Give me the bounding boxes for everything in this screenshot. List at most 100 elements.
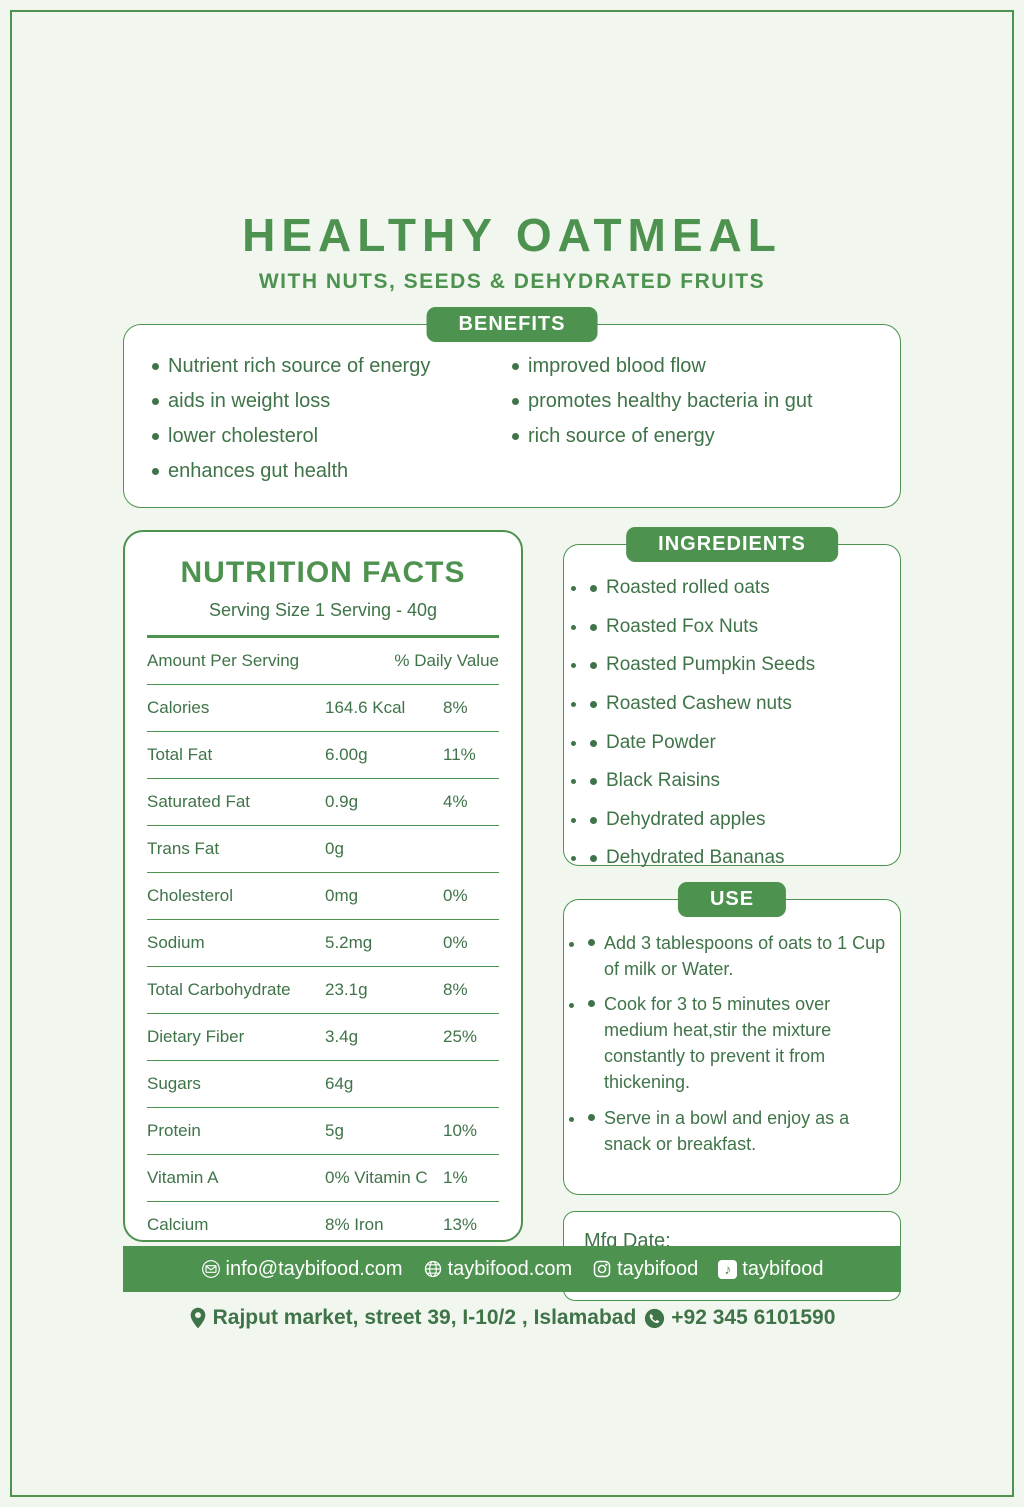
nutrient-label: Sodium bbox=[147, 933, 205, 952]
nutrient-amount: 5g bbox=[325, 1121, 344, 1140]
nutrient-daily-value: 8% bbox=[443, 698, 468, 717]
nutrition-row: Calories 164.6 Kcal 8% bbox=[147, 685, 499, 732]
nutrient-label: Calories bbox=[147, 698, 210, 717]
nutrient-amount: 0.9g bbox=[325, 792, 359, 811]
nutrition-row: Sodium 5.2mg 0% bbox=[147, 920, 499, 967]
main-columns: NUTRITION FACTS Serving Size 1 Serving -… bbox=[123, 527, 901, 1301]
nutrition-row: Trans Fat 0g bbox=[147, 826, 499, 873]
amount-per-serving-header: Amount Per Serving bbox=[147, 651, 300, 670]
use-section: USE Add 3 tablespoons of oats to 1 Cup o… bbox=[563, 882, 901, 1195]
nutrition-row: Total Carbohydrate 23.1g 8% bbox=[147, 967, 499, 1014]
nutrient-label: Total Fat bbox=[147, 745, 213, 764]
nutrient-amount: 0mg bbox=[325, 886, 359, 905]
instagram-icon bbox=[592, 1259, 612, 1279]
email-icon bbox=[201, 1259, 221, 1279]
address-text: Rajput market, street 39, I-10/2 , Islam… bbox=[212, 1306, 637, 1329]
nutrient-label: Sugars bbox=[147, 1074, 201, 1093]
nutrient-daily-value: 10% bbox=[443, 1121, 478, 1140]
tiktok-text: taybifood bbox=[742, 1257, 824, 1280]
nutrition-row: Vitamin A 0% Vitamin C 1% bbox=[147, 1155, 499, 1202]
benefit-item: aids in weight loss bbox=[150, 388, 510, 415]
nutrition-row: Protein 5g 10% bbox=[147, 1108, 499, 1155]
nutrient-amount: 0% Vitamin C bbox=[325, 1168, 428, 1187]
address-segment: Rajput market, street 39, I-10/2 , Islam… bbox=[189, 1306, 637, 1330]
ingredient-item: Roasted Cashew nuts bbox=[588, 691, 884, 717]
nutrient-daily-value: 4% bbox=[443, 792, 468, 811]
nutrient-amount: 23.1g bbox=[325, 980, 368, 999]
ingredient-item: Dehydrated apples bbox=[588, 807, 884, 833]
nutrient-amount: 3.4g bbox=[325, 1027, 359, 1046]
nutrient-amount: 164.6 Kcal bbox=[325, 698, 406, 717]
benefit-item: Nutrient rich source of energy bbox=[150, 353, 510, 380]
address-line: Rajput market, street 39, I-10/2 , Islam… bbox=[0, 1306, 1024, 1330]
benefits-header: BENEFITS bbox=[426, 307, 598, 342]
nutrient-daily-value: 13% bbox=[443, 1215, 478, 1234]
nutrient-amount: 64g bbox=[325, 1074, 354, 1093]
benefit-item: improved blood flow bbox=[510, 353, 882, 380]
nutrition-row: Cholesterol 0mg 0% bbox=[147, 873, 499, 920]
nutrition-row: Calcium 8% Iron 13% bbox=[147, 1202, 499, 1249]
ingredient-item: Roasted Pumpkin Seeds bbox=[588, 652, 884, 678]
use-step: Add 3 tablespoons of oats to 1 Cup of mi… bbox=[586, 930, 886, 982]
benefits-section: BENEFITS Nutrient rich source of energy a… bbox=[123, 307, 901, 508]
serving-size: Serving Size 1 Serving - 40g bbox=[208, 600, 438, 620]
label-page: HEALTHY OATMEAL WITH NUTS, SEEDS & DEHYD… bbox=[0, 0, 1024, 1301]
website-text: taybifood.com bbox=[447, 1257, 573, 1280]
nutrition-facts-panel: NUTRITION FACTS Serving Size 1 Serving -… bbox=[123, 530, 523, 1249]
ingredients-list: Roasted rolled oats Roasted Fox Nuts Roast… bbox=[588, 575, 884, 871]
use-header: USE bbox=[677, 882, 787, 917]
nutrient-amount: 5.2mg bbox=[325, 933, 373, 952]
benefits-columns: Nutrient rich source of energy aids in we… bbox=[150, 353, 882, 493]
instagram-text: taybifood bbox=[617, 1257, 699, 1280]
whatsapp-icon bbox=[644, 1308, 665, 1329]
nutrient-amount: 0g bbox=[325, 839, 344, 858]
nutrient-label: Total Carbohydrate bbox=[147, 980, 291, 999]
nutrient-label: Vitamin A bbox=[147, 1168, 219, 1187]
nutrient-label: Saturated Fat bbox=[147, 792, 251, 811]
phone-text: +92 345 6101590 bbox=[671, 1306, 836, 1329]
daily-value-header: % Daily Value bbox=[394, 651, 499, 670]
ingredients-section: INGREDIENTS Roasted rolled oats Roasted F… bbox=[563, 527, 901, 868]
email-text: info@taybifood.com bbox=[225, 1257, 403, 1280]
nutrient-daily-value: 8% bbox=[443, 980, 468, 999]
nutrition-row: Dietary Fiber 3.4g 25% bbox=[147, 1014, 499, 1061]
benefit-item: rich source of energy bbox=[510, 423, 882, 450]
nutrient-amount: 6.00g bbox=[325, 745, 368, 764]
nutrient-daily-value: 25% bbox=[443, 1027, 478, 1046]
nutrition-thick-rule bbox=[147, 635, 499, 638]
nutrition-row: Total Fat 6.00g 11% bbox=[147, 732, 499, 779]
globe-icon bbox=[423, 1259, 443, 1279]
location-pin-icon bbox=[189, 1307, 207, 1329]
nutrient-amount: 8% Iron bbox=[325, 1215, 384, 1234]
nutrient-daily-value: 11% bbox=[443, 745, 476, 764]
nutrition-table-header: Amount Per Serving % Daily Value bbox=[147, 638, 499, 685]
nutrient-label: Dietary Fiber bbox=[147, 1027, 245, 1046]
contact-bar: info@taybifood.com taybifood.com taybifo… bbox=[123, 1246, 901, 1292]
benefit-item: promotes healthy bacteria in gut bbox=[510, 388, 882, 415]
nutrient-label: Protein bbox=[147, 1121, 201, 1140]
use-list: Add 3 tablespoons of oats to 1 Cup of mi… bbox=[586, 930, 886, 1157]
ingredient-item: Date Powder bbox=[588, 730, 884, 756]
nutrition-row: Saturated Fat 0.9g 4% bbox=[147, 779, 499, 826]
use-step: Cook for 3 to 5 minutes over medium heat… bbox=[586, 991, 886, 1095]
ingredients-header: INGREDIENTS bbox=[626, 527, 838, 562]
nutrition-table-body: Calories 164.6 Kcal 8% Total Fat 6.00g 1… bbox=[147, 685, 499, 1249]
nutrient-label: Calcium bbox=[147, 1215, 209, 1234]
benefits-list-left: Nutrient rich source of energy aids in we… bbox=[150, 353, 510, 493]
tiktok-icon: ♪ bbox=[718, 1259, 738, 1279]
use-step: Serve in a bowl and enjoy as a snack or … bbox=[586, 1105, 886, 1157]
benefits-list-right: improved blood flow promotes healthy bact… bbox=[510, 353, 882, 493]
page-title: HEALTHY OATMEAL bbox=[242, 209, 782, 261]
ingredient-item: Roasted Fox Nuts bbox=[588, 614, 884, 640]
email-segment: info@taybifood.com bbox=[201, 1258, 403, 1281]
ingredient-item: Black Raisins bbox=[588, 768, 884, 794]
nutrient-label: Trans Fat bbox=[147, 839, 220, 858]
nutrition-title: NUTRITION FACTS bbox=[180, 556, 466, 589]
instagram-segment: taybifood bbox=[592, 1258, 698, 1281]
benefit-item: enhances gut health bbox=[150, 458, 510, 485]
phone-segment: +92 345 6101590 bbox=[644, 1306, 835, 1330]
nutrition-row: Sugars 64g bbox=[147, 1061, 499, 1108]
benefit-item: lower cholesterol bbox=[150, 423, 510, 450]
website-segment: taybifood.com bbox=[423, 1257, 573, 1281]
nutrient-label: Cholesterol bbox=[147, 886, 233, 905]
